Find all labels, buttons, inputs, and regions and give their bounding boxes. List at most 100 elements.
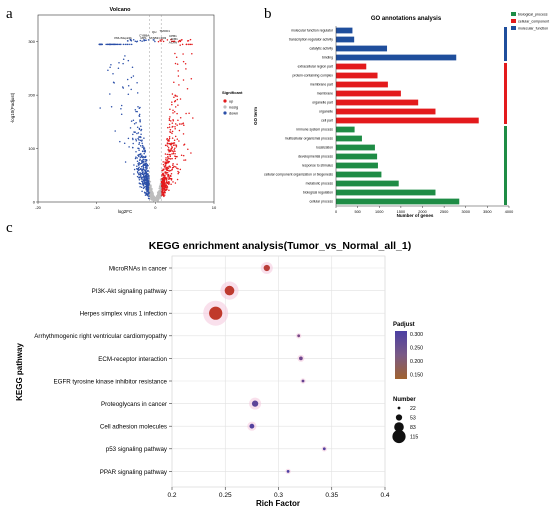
volcano-point [178,140,180,142]
volcano-point [99,107,101,109]
volcano-point [182,60,185,63]
volcano-point [117,67,120,69]
volcano-point [165,189,167,191]
volcano-point [138,141,141,144]
volcano-point [139,162,142,165]
volcano-point [140,177,143,179]
volcano-point [169,116,171,118]
go-y-axis-label: GO term [253,107,258,125]
volcano-point [109,66,111,68]
go-legend-swatch [511,26,516,30]
volcano-point [154,200,156,203]
volcano-point [164,168,166,170]
volcano-point [146,163,149,166]
volcano-point [167,139,169,142]
go-panel: b GO annotations analysis molecular func… [253,6,549,218]
volcano-point [180,39,183,41]
volcano-point [146,174,148,176]
volcano-point [122,87,125,89]
volcano-gene-label: PRL/Msp24b [114,36,132,40]
volcano-point [140,140,143,142]
volcano-point [143,161,145,163]
volcano-point [139,173,141,176]
volcano-point [168,169,170,172]
kegg-x-tick-label: 0.4 [380,492,389,499]
volcano-point [174,106,177,108]
volcano-point [170,177,173,180]
volcano-point [157,196,160,198]
kegg-point [209,306,223,320]
volcano-point [143,158,145,161]
volcano-point [163,194,166,196]
volcano-point [162,163,165,166]
volcano-point [124,43,127,46]
volcano-point [171,103,173,106]
volcano-point [147,39,150,41]
volcano-point [137,137,139,140]
volcano-point [143,191,146,194]
volcano-point [176,98,179,101]
go-category-label: membrane part [310,83,333,87]
volcano-point [183,124,185,127]
volcano-point [171,101,173,103]
volcano-point [142,166,145,168]
volcano-point [166,142,169,144]
volcano-point [142,150,144,153]
volcano-point [168,189,170,191]
volcano-point [139,139,142,142]
volcano-point [139,159,141,161]
volcano-point [135,110,137,113]
volcano-point [161,169,163,172]
volcano-point [158,187,161,189]
go-category-label: biological regulation [303,191,333,195]
volcano-point [157,197,159,200]
volcano-point [165,157,167,159]
volcano-point [167,146,170,149]
volcano-point [183,143,186,145]
volcano-point [168,165,171,168]
volcano-point [141,171,144,174]
volcano-point [129,43,131,46]
kegg-pathway-label: EGFR tyrosine kinase inhibitor resistanc… [54,378,168,385]
go-category-label: binding [322,56,333,60]
volcano-point [117,43,119,46]
volcano-point [189,43,192,46]
volcano-point [162,185,165,188]
volcano-point [191,43,193,46]
volcano-point [143,40,145,42]
panel-letter-c: c [6,220,13,236]
volcano-point [172,112,174,114]
volcano-point [161,190,164,192]
volcano-point [165,168,168,170]
volcano-point [170,147,173,150]
volcano-point [160,185,163,188]
number-legend-label: 83 [410,425,416,431]
go-x-tick-label: 2500 [440,210,448,214]
volcano-point [143,172,146,174]
volcano-point [178,171,180,174]
volcano-point [139,135,142,138]
volcano-point [175,56,178,59]
volcano-point [137,154,139,157]
go-bar [336,45,388,52]
volcano-point [168,143,171,145]
volcano-point [168,176,171,178]
number-legend-dot [394,422,404,432]
volcano-point [110,106,113,108]
volcano-point [144,164,147,167]
volcano-point [128,146,130,148]
volcano-point [155,199,157,202]
volcano-point [133,164,135,166]
volcano-point [140,165,143,168]
volcano-point [122,62,124,65]
kegg-pathway-label: MicroRNAs in cancer [109,265,167,272]
volcano-point [181,43,184,46]
volcano-point [142,187,145,190]
volcano-x-axis-label: log2FC [118,209,133,214]
volcano-point [179,168,182,171]
volcano-point [135,156,137,158]
volcano-point [171,122,174,124]
